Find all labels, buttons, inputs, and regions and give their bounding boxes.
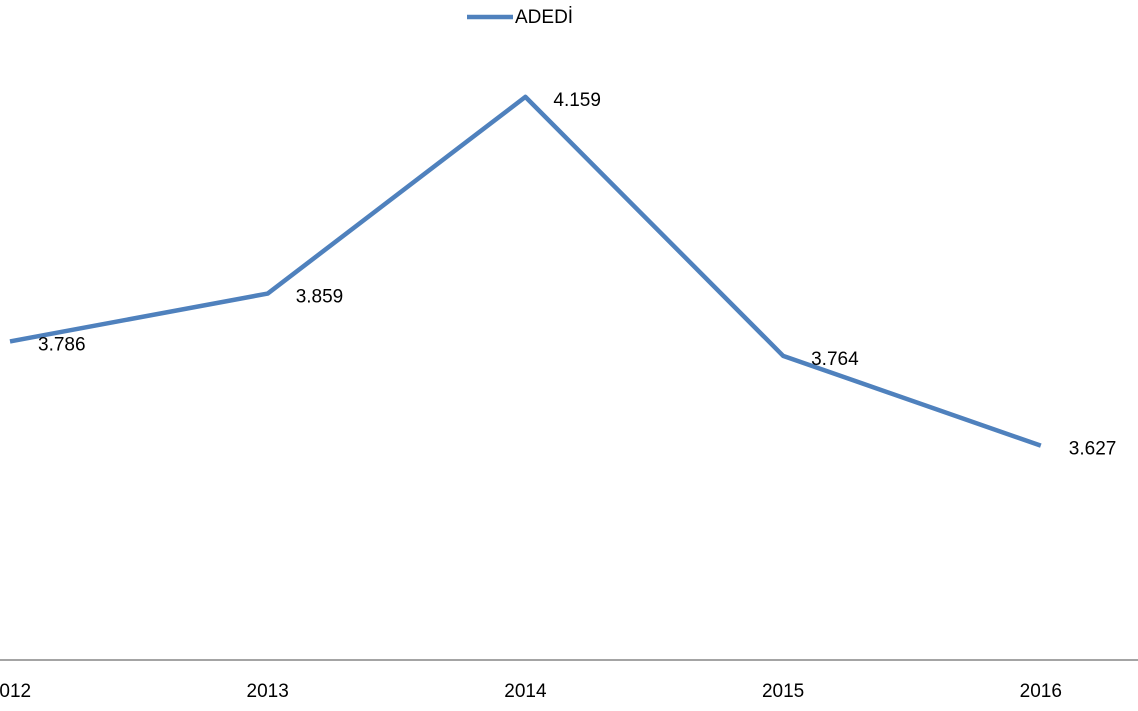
data-label: 4.159 <box>553 90 601 111</box>
data-label: 3.764 <box>811 349 859 370</box>
x-tick-label: 2012 <box>0 681 31 702</box>
data-label: 3.627 <box>1069 439 1117 460</box>
x-tick-label: 2015 <box>762 681 804 702</box>
x-tick-label: 2013 <box>247 681 289 702</box>
data-label: 3.859 <box>296 287 344 308</box>
data-line <box>9 94 1042 448</box>
x-tick-label: 2014 <box>504 681 547 702</box>
data-label: 3.786 <box>38 334 86 355</box>
legend-label: ADEDİ <box>515 7 573 28</box>
x-tick-label: 2016 <box>1020 681 1062 702</box>
